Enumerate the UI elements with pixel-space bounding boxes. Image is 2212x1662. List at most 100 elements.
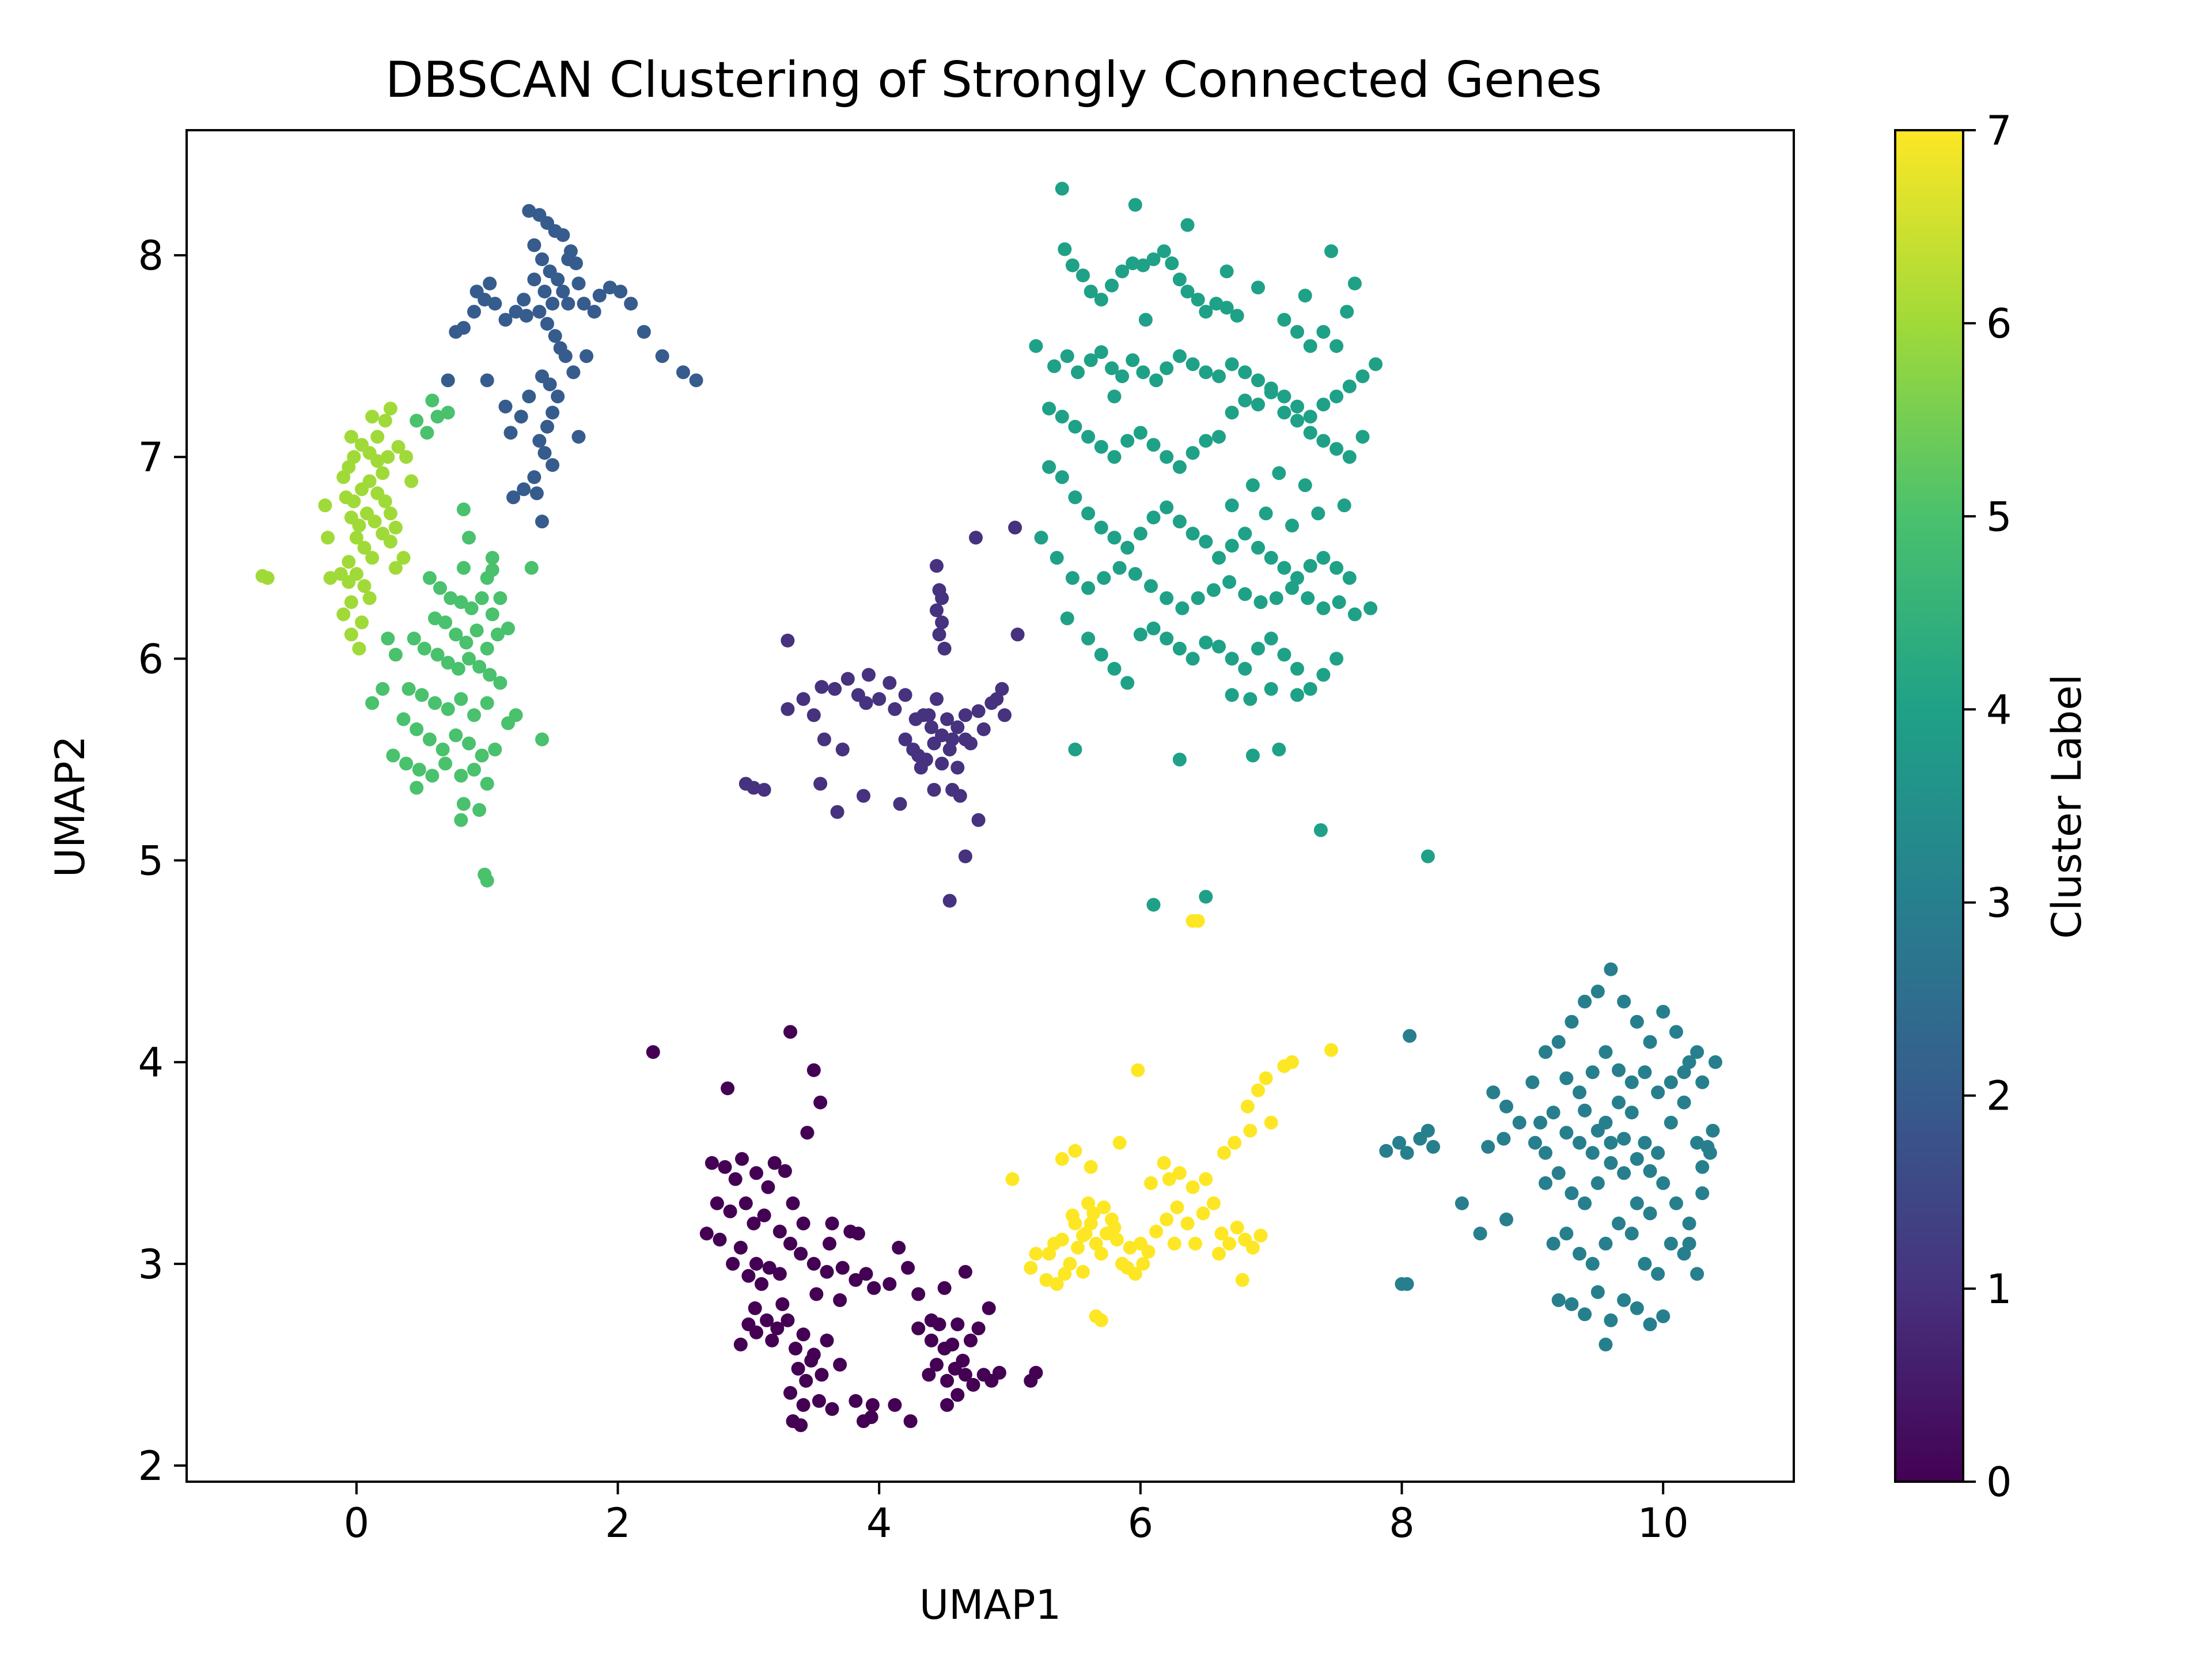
cluster-5-point <box>381 631 395 646</box>
cluster-5-point <box>467 763 481 777</box>
cluster-6-point <box>388 561 403 575</box>
cluster-4-point <box>1251 281 1265 295</box>
cluster-5-point <box>454 768 468 783</box>
cluster-4-point <box>1206 583 1221 597</box>
cluster-7-point <box>1259 1071 1273 1085</box>
cluster-5-point <box>386 748 400 763</box>
cluster-1-point <box>950 720 965 735</box>
cluster-0-point <box>783 1236 797 1251</box>
cluster-5-point <box>407 631 421 646</box>
cluster-5-point <box>430 648 445 662</box>
cluster-3-point <box>1656 1005 1671 1019</box>
cluster-2-point <box>535 252 549 267</box>
cluster-7-point <box>1217 1146 1231 1160</box>
x-tick-label: 6 <box>1128 1500 1154 1547</box>
cluster-0-point <box>820 1333 834 1347</box>
cluster-0-point <box>749 1166 763 1180</box>
cluster-0-point <box>958 1265 972 1279</box>
cluster-4-point <box>1347 607 1362 622</box>
cluster-0-point <box>833 1357 847 1372</box>
colorbar-tick-label: 3 <box>1986 880 2012 927</box>
cluster-7-point <box>1081 1196 1096 1210</box>
cluster-2-point <box>522 389 536 404</box>
cluster-3-point <box>1539 1176 1552 1190</box>
cluster-1-point <box>828 682 842 696</box>
cluster-5-point <box>480 777 494 791</box>
cluster-4-point <box>1290 414 1304 428</box>
cluster-0-point <box>757 1208 771 1222</box>
cluster-0-point <box>888 1398 902 1412</box>
cluster-4-point <box>1272 466 1286 480</box>
cluster-0-point <box>755 1277 768 1291</box>
cluster-4-point <box>1277 313 1291 327</box>
cluster-7-point <box>1253 1228 1268 1243</box>
cluster-4-point <box>1136 365 1150 380</box>
cluster-4-point <box>1311 506 1325 521</box>
cluster-6-point <box>383 535 397 549</box>
cluster-5-point <box>451 661 465 676</box>
cluster-6-point <box>381 450 395 464</box>
cluster-4-point <box>1172 460 1187 474</box>
cluster-3-point <box>1624 1226 1639 1241</box>
cluster-1-point <box>781 702 795 716</box>
cluster-3-point <box>1656 1176 1671 1190</box>
cluster-3-point <box>1499 1099 1513 1114</box>
cluster-2-point <box>522 204 536 218</box>
cluster-0-point <box>813 1095 828 1110</box>
cluster-6-point <box>344 627 358 642</box>
colorbar-tick-label: 4 <box>1986 686 2012 733</box>
cluster-0-point <box>812 1394 826 1408</box>
cluster-1-point <box>958 732 972 747</box>
cluster-2-point <box>613 285 628 299</box>
cluster-6-point <box>376 466 390 480</box>
cluster-3-point <box>1604 1135 1618 1150</box>
cluster-3-point <box>1669 1196 1683 1210</box>
colorbar <box>1894 129 1964 1483</box>
cluster-2-point <box>509 305 523 319</box>
cluster-4-point <box>1277 389 1291 404</box>
cluster-0-point <box>982 1301 996 1315</box>
cluster-0-point <box>772 1267 787 1281</box>
cluster-2-point <box>587 305 601 319</box>
cluster-3-point <box>1643 1164 1657 1178</box>
cluster-4-point <box>1303 559 1317 573</box>
cluster-3-point <box>1604 1313 1618 1327</box>
cluster-4-point <box>1094 648 1108 662</box>
cluster-5-point <box>456 561 471 575</box>
cluster-4-point <box>1065 571 1080 585</box>
cluster-3-point <box>1421 1123 1435 1138</box>
cluster-3-point <box>1617 1293 1631 1307</box>
cluster-3-point <box>1604 1156 1618 1170</box>
cluster-6-point <box>362 474 377 489</box>
cluster-4-point <box>1209 297 1224 311</box>
cluster-0-point <box>930 1357 944 1372</box>
cluster-4-point <box>1264 682 1278 696</box>
cluster-0-point <box>775 1297 790 1311</box>
cluster-0-point <box>823 1236 836 1251</box>
cluster-0-point <box>791 1361 805 1376</box>
cluster-5-point <box>493 676 507 690</box>
cluster-3-point <box>1651 1267 1665 1281</box>
colorbar-tick-label: 1 <box>1986 1266 2012 1313</box>
cluster-4-point <box>1146 898 1161 912</box>
x-axis-label: UMAP1 <box>919 1581 1061 1629</box>
cluster-2-point <box>529 486 544 501</box>
cluster-5-point <box>483 668 497 682</box>
cluster-0-point <box>778 1164 792 1178</box>
cluster-4-point <box>1146 510 1161 525</box>
cluster-2-point <box>535 514 549 529</box>
cluster-5-point <box>464 601 479 615</box>
cluster-0-point <box>966 1377 980 1392</box>
cluster-1-point <box>998 708 1012 722</box>
cluster-4-point <box>1245 748 1260 763</box>
cluster-7-point <box>1123 1240 1137 1255</box>
cluster-4-point <box>1146 438 1161 452</box>
cluster-4-point <box>1094 520 1108 535</box>
cluster-5-point <box>449 728 463 743</box>
cluster-5-point <box>438 615 453 630</box>
cluster-4-point <box>1060 349 1074 364</box>
cluster-0-point <box>820 1265 834 1279</box>
cluster-4-point <box>1144 579 1158 593</box>
cluster-6-point <box>347 450 361 464</box>
y-tick-label: 2 <box>138 1443 164 1490</box>
